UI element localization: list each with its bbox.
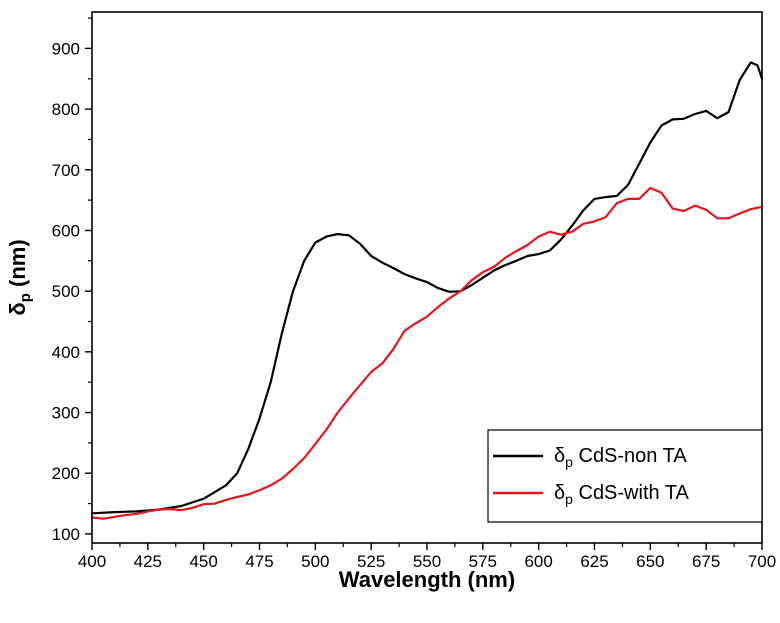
series-line-1 — [90, 61, 764, 515]
y-tick-label: 400 — [52, 343, 80, 362]
y-tick-label: 900 — [52, 39, 80, 58]
x-tick-label: 550 — [413, 552, 441, 571]
y-axis-title: δp (nm) — [5, 239, 34, 315]
legend-label-2: δp CdS-with TA — [554, 482, 690, 507]
x-tick-label: 450 — [189, 552, 217, 571]
legend-label-1: δp CdS-non TA — [554, 445, 687, 470]
series-line-2 — [90, 186, 764, 520]
legend-box — [487, 429, 763, 523]
y-tick-label: 500 — [52, 282, 80, 301]
legend: δp CdS-non TA δp CdS-with TA — [487, 429, 763, 523]
x-tick-label: 575 — [469, 552, 497, 571]
x-tick-label: 425 — [134, 552, 162, 571]
x-tick-label: 500 — [301, 552, 329, 571]
x-axis-title: Wavelength (nm) — [339, 567, 515, 592]
y-tick-label: 600 — [52, 221, 80, 240]
x-tick-label: 600 — [524, 552, 552, 571]
y-tick-label: 200 — [52, 464, 80, 483]
x-tick-label: 525 — [357, 552, 385, 571]
y-tick-label: 100 — [52, 525, 80, 544]
x-tick-label: 700 — [748, 552, 776, 571]
x-tick-label: 650 — [636, 552, 664, 571]
y-tick-label: 800 — [52, 100, 80, 119]
x-tick-label: 625 — [580, 552, 608, 571]
plot-area — [90, 61, 764, 520]
axis-ticks: 400 425 450 475 500 525 550 575 600 625 650 675 700 1… — [52, 17, 776, 571]
x-tick-label: 475 — [245, 552, 273, 571]
y-tick-label: 300 — [52, 404, 80, 423]
x-tick-label: 400 — [78, 552, 106, 571]
x-tick-label: 675 — [692, 552, 720, 571]
y-tick-label: 700 — [52, 161, 80, 180]
